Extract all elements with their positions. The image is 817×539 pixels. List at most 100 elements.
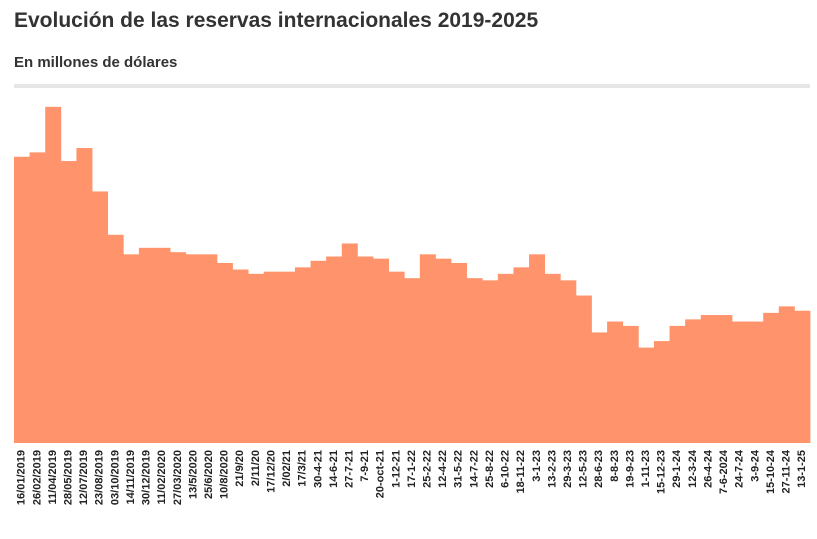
bar <box>123 254 140 443</box>
x-tick-label: 7-6-2024 <box>718 449 730 494</box>
x-tick-label: 1-12-21 <box>390 450 402 488</box>
bar <box>404 278 421 443</box>
x-tick-label: 13/5/2020 <box>187 450 199 499</box>
chart-title: Evolución de las reservas internacionale… <box>14 9 538 32</box>
bar <box>622 325 639 443</box>
bar <box>716 315 733 443</box>
bar <box>357 256 374 443</box>
x-tick-label: 29-1-24 <box>671 449 683 488</box>
x-tick-label: 12-4-22 <box>437 450 449 488</box>
x-tick-label: 10/8/2020 <box>219 450 231 499</box>
bar <box>419 254 436 443</box>
x-tick-label: 11/02/2020 <box>156 450 168 504</box>
x-tick-label: 25-8-22 <box>484 450 496 488</box>
x-tick-label: 14-7-22 <box>468 450 480 488</box>
x-tick-label: 27/03/2020 <box>172 450 184 505</box>
bar <box>341 243 358 443</box>
bar <box>669 325 686 443</box>
x-tick-label: 21/9/20 <box>234 450 246 487</box>
bar <box>107 234 124 443</box>
x-tick-label: 20-oct-21 <box>375 450 387 498</box>
header-rule <box>14 84 810 88</box>
x-tick-label: 24-7-24 <box>734 449 746 488</box>
x-tick-label: 26-4-24 <box>702 449 714 488</box>
bar <box>685 319 702 443</box>
bar <box>763 312 780 443</box>
x-tick-label: 27-7-21 <box>343 450 355 488</box>
x-tick-label: 6-10-22 <box>500 450 512 488</box>
x-tick-label: 23/08/2019 <box>94 450 106 505</box>
bar <box>326 256 343 443</box>
bar <box>154 247 171 443</box>
bar <box>76 148 93 444</box>
bar <box>778 306 795 443</box>
x-tick-label: 8-8-23 <box>609 450 621 482</box>
chart-subtitle: En millones de dólares <box>14 54 177 71</box>
bar <box>248 273 265 443</box>
bar <box>216 262 233 443</box>
bar <box>700 315 717 443</box>
bar <box>60 161 77 443</box>
x-tick-label: 18-11-22 <box>515 450 527 493</box>
x-tick-label: 25-2-22 <box>422 450 434 488</box>
bar <box>591 332 608 443</box>
bar <box>294 267 311 443</box>
x-tick-label: 11/04/2019 <box>47 450 59 504</box>
bar <box>201 254 218 443</box>
bar <box>310 260 327 443</box>
x-tick-label: 1-11-23 <box>640 450 652 487</box>
bar <box>747 321 764 443</box>
bar <box>92 191 109 443</box>
bar <box>372 258 389 443</box>
bar <box>185 254 202 443</box>
x-tick-label: 03/10/2019 <box>109 450 121 505</box>
bar <box>482 280 499 443</box>
x-tick-label: 2/11/20 <box>250 450 262 486</box>
x-tick-label: 12/07/2019 <box>78 450 90 505</box>
x-tick-label: 29-3-23 <box>562 450 574 488</box>
bar <box>638 347 655 443</box>
bar <box>232 269 249 443</box>
x-tick-label: 15-10-24 <box>765 449 777 494</box>
x-tick-label: 15-12-23 <box>656 450 668 494</box>
bar <box>731 321 748 443</box>
x-tick-label: 16/01/2019 <box>16 450 28 505</box>
bar <box>170 252 187 443</box>
x-tick-label: 12-5-23 <box>578 450 590 488</box>
bar <box>388 271 405 443</box>
x-tick-label: 31-5-22 <box>453 450 465 488</box>
x-tick-label: 14/11/2019 <box>125 450 137 504</box>
bar <box>497 273 514 443</box>
x-tick-label: 3-9-24 <box>749 449 761 482</box>
bar <box>45 106 62 443</box>
x-tick-label: 28-6-23 <box>593 450 605 488</box>
x-tick-label: 2/02/21 <box>281 450 293 487</box>
x-tick-label: 27-11-24 <box>780 449 792 493</box>
bar <box>14 156 31 443</box>
x-tick-label: 25/6/2020 <box>203 450 215 499</box>
x-tick-label: 28/05/2019 <box>63 450 75 505</box>
x-tick-label: 3-1-23 <box>531 450 543 482</box>
bar <box>435 258 452 443</box>
x-tick-label: 17/3/21 <box>297 450 309 487</box>
x-tick-label: 13-2-23 <box>546 450 558 488</box>
x-tick-label: 19-9-23 <box>624 450 636 488</box>
x-tick-label: 12-3-24 <box>687 449 699 488</box>
x-tick-label: 26/02/2019 <box>31 450 43 505</box>
bar <box>29 152 46 443</box>
bar <box>653 341 670 443</box>
bar <box>544 273 561 443</box>
x-tick-label: 17/12/20 <box>265 450 277 493</box>
bar <box>529 254 546 443</box>
bar <box>607 321 624 443</box>
bar <box>575 295 592 443</box>
x-tick-label: 17-1-22 <box>406 450 418 488</box>
x-tick-label: 30/12/2019 <box>141 450 153 505</box>
bar <box>263 271 280 443</box>
bar <box>279 271 296 443</box>
bar <box>513 267 530 443</box>
bar <box>138 247 155 443</box>
bar <box>560 280 577 443</box>
x-tick-label: 7-9-21 <box>359 450 371 482</box>
